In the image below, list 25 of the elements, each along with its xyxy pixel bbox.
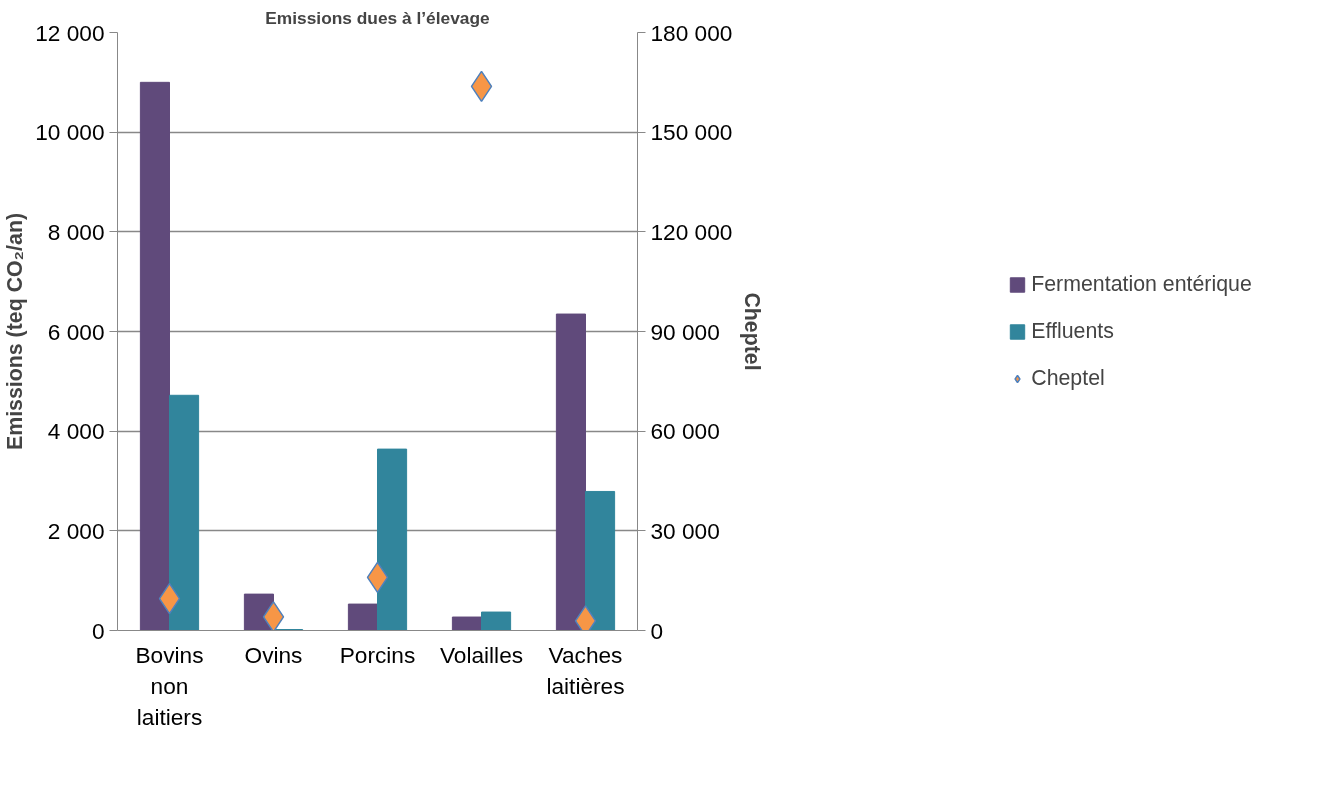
x-tick-label: Bovins non laitiers bbox=[135, 641, 204, 730]
y-tick-label: 12 000 bbox=[35, 19, 105, 46]
y-tick-label: 2 000 bbox=[47, 517, 105, 544]
y2-tick-label: 120 000 bbox=[650, 218, 733, 245]
x-tick-label: Volailles bbox=[439, 641, 524, 668]
x-tick-label: Porcins bbox=[339, 641, 416, 668]
x-tick-label: Vaches laitières bbox=[546, 641, 625, 699]
legend-label: Fermentation entérique bbox=[1031, 271, 1252, 297]
y2-tick-label: 0 bbox=[650, 617, 664, 644]
x-tick-label: Ovins bbox=[244, 641, 303, 668]
y-tick-label: 10 000 bbox=[35, 119, 105, 146]
y-tick-label: 8 000 bbox=[47, 218, 105, 245]
chart-title: Emissions dues à l’élevage bbox=[265, 7, 491, 28]
y-tick-label: 4 000 bbox=[47, 418, 105, 445]
y-axis-title: Emissions (teq CO₂/an) bbox=[3, 212, 28, 451]
y2-tick-label: 90 000 bbox=[650, 318, 720, 345]
y2-tick-label: 30 000 bbox=[650, 517, 720, 544]
y2-tick-label: 60 000 bbox=[650, 418, 720, 445]
y2-tick-label: 150 000 bbox=[650, 119, 733, 146]
y2-tick-label: 180 000 bbox=[650, 19, 733, 46]
y2-axis-title: Cheptel bbox=[740, 292, 765, 371]
y-tick-label: 0 bbox=[91, 617, 105, 644]
legend-label: Cheptel bbox=[1031, 365, 1105, 391]
legend-label: Effluents bbox=[1031, 318, 1114, 344]
y-tick-label: 6 000 bbox=[47, 318, 105, 345]
